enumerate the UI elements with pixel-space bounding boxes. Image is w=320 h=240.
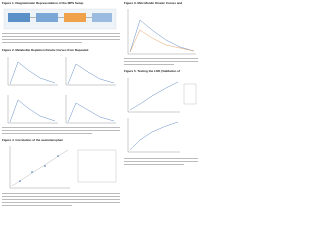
- figure-title: Figure 5. Testing the LOD (Validation of: [124, 69, 180, 73]
- lod-charts: [127, 78, 197, 153]
- figure-title: Figure 2. Metabolite Depletion Kinetic C…: [2, 48, 89, 52]
- mini-charts: [7, 57, 116, 124]
- caption-lines: [2, 127, 120, 134]
- diagram: [3, 8, 117, 30]
- page: Figure 1. Diagrammatic Representation of…: [2, 0, 198, 206]
- figure-title: Figure 1. Diagrammatic Representation of…: [2, 1, 84, 5]
- figure-title: Figure 3. Microfluidic Kinetic Curves an…: [124, 1, 182, 5]
- correlation-chart: [9, 146, 117, 189]
- kinetic-chart: [127, 9, 196, 55]
- figure-title: Figure 4. Correlation of the acetaminoph…: [2, 138, 63, 142]
- caption-lines: [124, 58, 198, 65]
- caption-lines: [2, 193, 120, 206]
- caption-lines: [124, 158, 198, 165]
- caption-lines: [2, 33, 120, 43]
